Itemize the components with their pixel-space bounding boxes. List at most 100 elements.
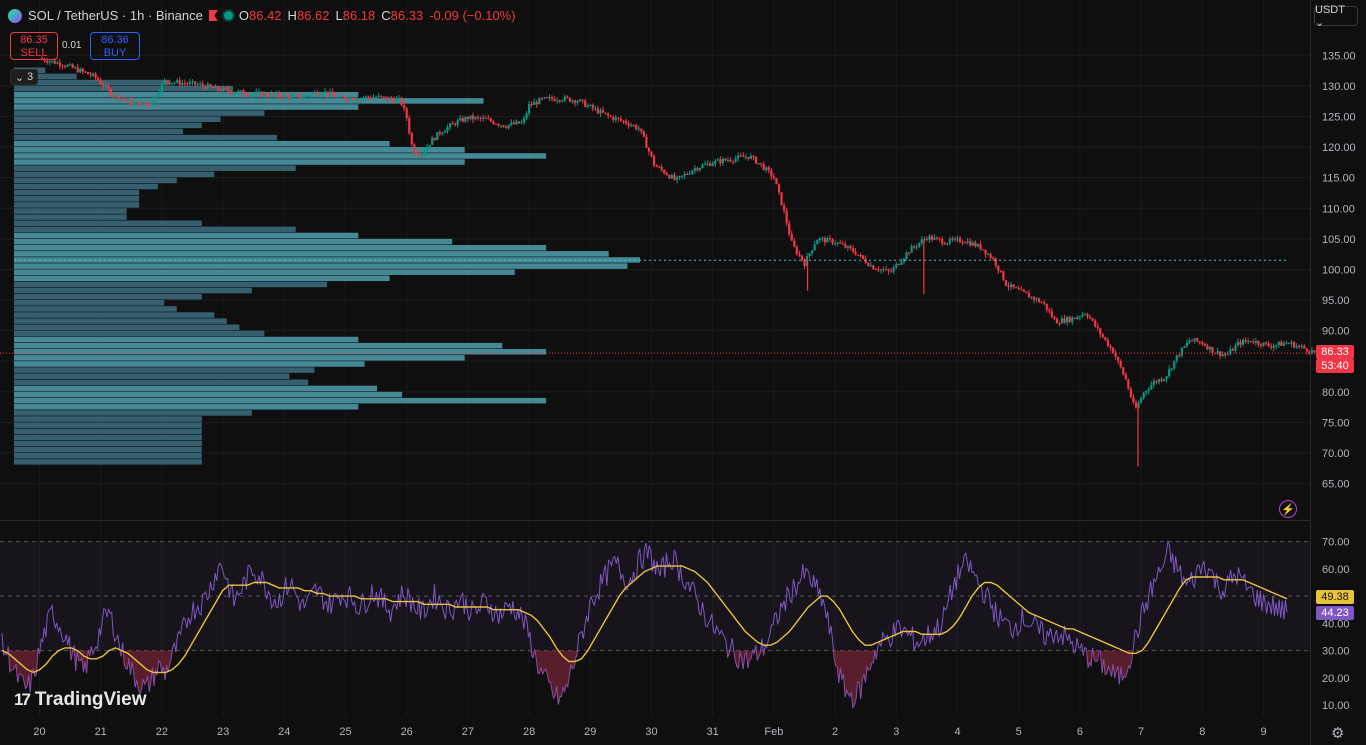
- lightning-icon[interactable]: ⚡: [1279, 500, 1297, 518]
- buy-button[interactable]: 86.36 BUY: [90, 32, 140, 60]
- candle-body: [1106, 339, 1110, 347]
- currency-select[interactable]: USDT ⌄: [1314, 4, 1358, 29]
- candle-body: [573, 100, 577, 103]
- candle-body: [540, 98, 543, 100]
- candle-body: [650, 151, 653, 157]
- indicators-collapse-button[interactable]: ⌄ 3: [10, 69, 38, 85]
- candle-body: [558, 100, 561, 102]
- volume-profile-bar: [14, 98, 484, 104]
- candle-body: [681, 175, 684, 177]
- candle-body: [563, 96, 566, 101]
- candle-body: [104, 85, 107, 87]
- candle-body: [958, 238, 962, 243]
- candle-body: [1007, 285, 1010, 287]
- volume-profile-bar: [14, 422, 202, 428]
- candle-body: [482, 117, 485, 119]
- candle-body: [780, 192, 783, 206]
- volume-profile-bar: [14, 416, 202, 422]
- candle-body: [658, 166, 661, 168]
- candle-body: [357, 100, 360, 102]
- candle-body: [1257, 340, 1260, 345]
- candle-body: [387, 97, 390, 100]
- candle-body: [1053, 316, 1056, 319]
- candle-body: [579, 99, 582, 102]
- candle-body: [431, 137, 434, 146]
- candle-body: [790, 234, 793, 241]
- time-tick-label: 2: [832, 726, 838, 738]
- candle-body: [1078, 316, 1081, 318]
- candle-body: [1111, 347, 1115, 354]
- candle-body: [265, 93, 268, 96]
- volume-profile-bar: [14, 391, 403, 398]
- candle-body: [543, 97, 546, 99]
- low-value: 86.18: [342, 8, 376, 23]
- candle-body: [336, 96, 339, 98]
- flag-icon[interactable]: [208, 10, 218, 21]
- candle-body: [739, 155, 742, 157]
- time-tick-label: Feb: [764, 726, 783, 738]
- candle-body: [316, 91, 319, 95]
- candle-body: [216, 86, 220, 90]
- candle-body: [999, 270, 1002, 272]
- candle-body: [1290, 342, 1293, 344]
- candle-body: [1178, 355, 1181, 357]
- price-tick-label: 115.00: [1322, 173, 1355, 185]
- candle-body: [372, 97, 375, 99]
- candle-body: [63, 66, 67, 68]
- close-label: C: [381, 8, 391, 23]
- rsi-tick-label: 70.00: [1322, 537, 1350, 549]
- sell-button[interactable]: 86.35 SELL: [10, 32, 58, 60]
- candle-body: [785, 210, 788, 224]
- candle-body: [907, 252, 911, 254]
- candle-body: [762, 163, 765, 170]
- candle-body: [188, 82, 192, 85]
- candle-body: [714, 160, 717, 164]
- candle-body: [306, 95, 309, 97]
- time-tick-label: 25: [339, 726, 351, 738]
- candle-body: [186, 83, 189, 85]
- volume-profile: [14, 67, 640, 465]
- candle-body: [1063, 318, 1066, 323]
- candle-body: [614, 117, 617, 120]
- candle-body: [721, 158, 724, 164]
- volume-profile-bar: [14, 452, 202, 459]
- candle-body: [145, 103, 148, 105]
- candle-body: [219, 89, 222, 92]
- candle-body: [469, 115, 472, 120]
- symbol-title[interactable]: SOL / TetherUS · 1h · Binance: [28, 8, 203, 23]
- candle-body: [1129, 388, 1132, 398]
- volume-profile-bar: [14, 165, 296, 171]
- volume-profile-bar: [14, 104, 359, 110]
- candle-body: [971, 242, 974, 246]
- candle-body: [545, 97, 549, 99]
- candle-body: [311, 93, 314, 96]
- candle-body: [97, 77, 100, 81]
- candle-body: [53, 60, 56, 64]
- candle-body: [550, 97, 554, 100]
- candle-body: [247, 95, 250, 97]
- candle-body: [742, 155, 745, 158]
- tradingview-logo[interactable]: 17 TradingView: [14, 689, 147, 711]
- candle-body: [660, 167, 663, 170]
- open-label: O: [238, 8, 249, 23]
- price-axis[interactable]: 135.00 130.00 125.00 120.00 115.00 110.00 105.…: [1322, 50, 1356, 712]
- candle-body: [403, 104, 406, 109]
- candle-body: [1083, 314, 1087, 316]
- settings-icon[interactable]: ⚙: [1331, 725, 1345, 742]
- candle-body: [1287, 343, 1291, 345]
- candle-body: [474, 117, 477, 120]
- candle-body: [709, 163, 712, 166]
- candle-body: [624, 121, 628, 124]
- time-axis[interactable]: 20 21 22 23 24 25 26 27 28 29 30 31 Feb 2 3 4 5 6 7 8 9: [33, 726, 1266, 738]
- time-tick-label: 7: [1138, 726, 1144, 738]
- candle-body: [163, 80, 166, 85]
- volume-profile-bar: [14, 373, 290, 379]
- candle-body: [1298, 345, 1301, 347]
- candle-body: [548, 97, 551, 99]
- candle-body: [943, 243, 946, 245]
- candle-body: [984, 249, 987, 255]
- volume-profile-bar: [14, 379, 309, 386]
- candle-body: [1300, 345, 1303, 347]
- candle-body: [701, 164, 704, 168]
